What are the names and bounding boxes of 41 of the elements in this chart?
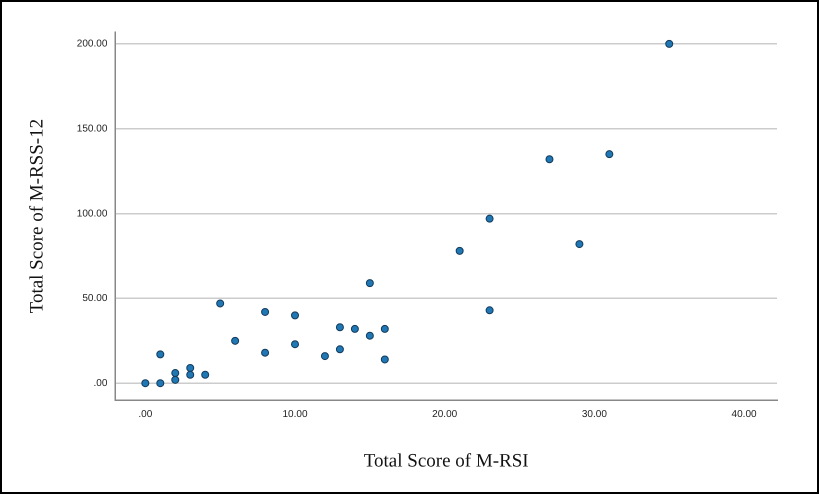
point xyxy=(156,350,164,358)
y-axis-title: Total Score of M-RSS-12 xyxy=(26,118,48,314)
point xyxy=(216,299,224,308)
point xyxy=(605,150,614,158)
point xyxy=(171,369,180,378)
x-axis-title: Total Score of M-RSI xyxy=(364,450,529,472)
point xyxy=(336,345,344,354)
point xyxy=(291,311,300,320)
point xyxy=(486,306,494,314)
point xyxy=(366,332,374,340)
point xyxy=(456,246,464,255)
point xyxy=(336,323,344,332)
point xyxy=(545,155,554,164)
point xyxy=(141,379,150,388)
x-tick-label: 30.00 xyxy=(582,408,608,420)
point xyxy=(320,352,329,360)
point xyxy=(380,324,389,333)
point xyxy=(350,324,359,333)
point xyxy=(186,364,194,372)
point xyxy=(366,279,374,288)
x-tick-label: 10.00 xyxy=(282,408,308,420)
y-tick-label: .00 xyxy=(93,378,108,389)
point xyxy=(291,340,300,348)
point xyxy=(575,240,584,248)
point xyxy=(231,336,240,345)
point xyxy=(261,308,270,316)
y-tick-label: 50.00 xyxy=(82,293,108,304)
x-tick-label: .00 xyxy=(138,408,153,420)
point xyxy=(171,376,180,384)
point xyxy=(486,214,494,223)
point xyxy=(665,40,674,48)
point xyxy=(261,348,270,357)
point xyxy=(380,355,389,364)
y-tick-label: 200.00 xyxy=(76,38,108,50)
y-tick-label: 100.00 xyxy=(76,208,108,220)
x-tick-label: 20.00 xyxy=(432,408,458,420)
x-tick-label: 40.00 xyxy=(732,408,758,420)
point xyxy=(186,370,194,379)
point xyxy=(156,379,164,388)
y-tick-label: 150.00 xyxy=(76,123,108,134)
point xyxy=(201,370,210,379)
